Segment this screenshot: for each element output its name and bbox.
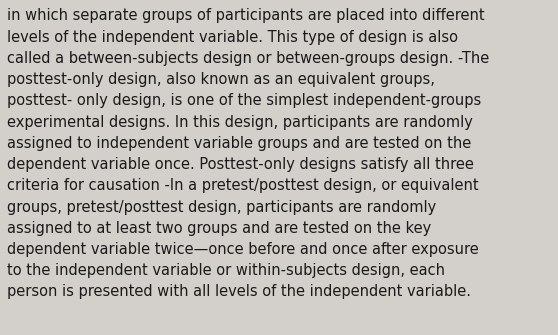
Text: in which separate groups of participants are placed into different
levels of the: in which separate groups of participants… [7,8,489,299]
